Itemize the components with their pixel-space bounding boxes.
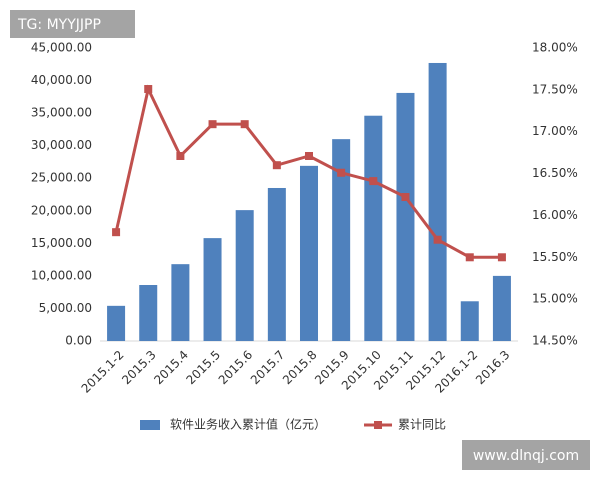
bar [203, 238, 222, 341]
bar [267, 187, 286, 341]
line-marker [337, 168, 346, 177]
x-tick-label: 2015.1-2 [79, 348, 127, 396]
bar [332, 139, 351, 341]
line-marker [497, 253, 506, 262]
y-tick-label: 40,000.00 [31, 73, 92, 87]
line-marker [272, 161, 281, 170]
legend-swatch [140, 420, 160, 430]
y2-tick-label: 14.50% [532, 334, 578, 348]
bar [396, 92, 415, 341]
bar [299, 165, 319, 341]
bar [171, 264, 190, 341]
x-tick-label: 2015.4 [151, 348, 191, 388]
y-tick-label: 35,000.00 [31, 106, 92, 120]
bar [139, 285, 158, 341]
y2-tick-label: 15.00% [532, 292, 578, 306]
y-tick-label: 15,000.00 [31, 236, 92, 250]
legend-label: 累计同比 [398, 418, 446, 432]
line-marker [401, 193, 410, 202]
line-marker [305, 151, 313, 160]
line-marker [240, 120, 249, 129]
y-tick-label: 20,000.00 [31, 203, 92, 217]
y-tick-label: 0.00 [65, 334, 92, 348]
watermark-box [10, 10, 135, 38]
y2-tick-label: 18.00% [532, 41, 578, 55]
x-tick-label: 2015.3 [119, 348, 159, 388]
line-marker [176, 151, 185, 160]
line-marker [144, 85, 153, 94]
line-marker [208, 120, 217, 129]
x-tick-label: 2015.5 [184, 348, 224, 388]
x-tick-label: 2016.3 [473, 348, 513, 388]
y-tick-label: 25,000.00 [31, 171, 92, 185]
y2-tick-label: 16.00% [532, 208, 578, 222]
bar [492, 275, 511, 341]
x-tick-label: 2015.6 [216, 348, 256, 388]
y-tick-label: 45,000.00 [31, 41, 92, 55]
bar [107, 305, 126, 341]
bar [235, 210, 254, 341]
y2-tick-label: 16.50% [532, 166, 578, 180]
watermark-box [462, 440, 590, 470]
y-tick-label: 30,000.00 [31, 138, 92, 152]
y-tick-label: 10,000.00 [31, 268, 92, 282]
bar [428, 62, 447, 341]
bar [364, 115, 383, 342]
line-marker [112, 228, 121, 237]
line-marker [465, 253, 474, 262]
line-marker [369, 177, 378, 186]
y2-tick-label: 15.50% [532, 250, 578, 264]
bar [460, 301, 479, 341]
watermark: TG: MYYJJPP [17, 17, 101, 33]
legend-swatch [374, 421, 383, 429]
x-tick-label: 2015.7 [248, 348, 288, 388]
y2-tick-label: 17.00% [532, 124, 578, 138]
line-marker [433, 235, 442, 244]
legend-label: 软件业务收入累计值（亿元） [170, 417, 326, 432]
watermark: www.dlnqj.com [473, 448, 579, 464]
x-tick-label: 2015.8 [280, 348, 320, 388]
y-tick-label: 5,000.00 [39, 301, 92, 315]
y2-tick-label: 17.50% [532, 82, 578, 96]
